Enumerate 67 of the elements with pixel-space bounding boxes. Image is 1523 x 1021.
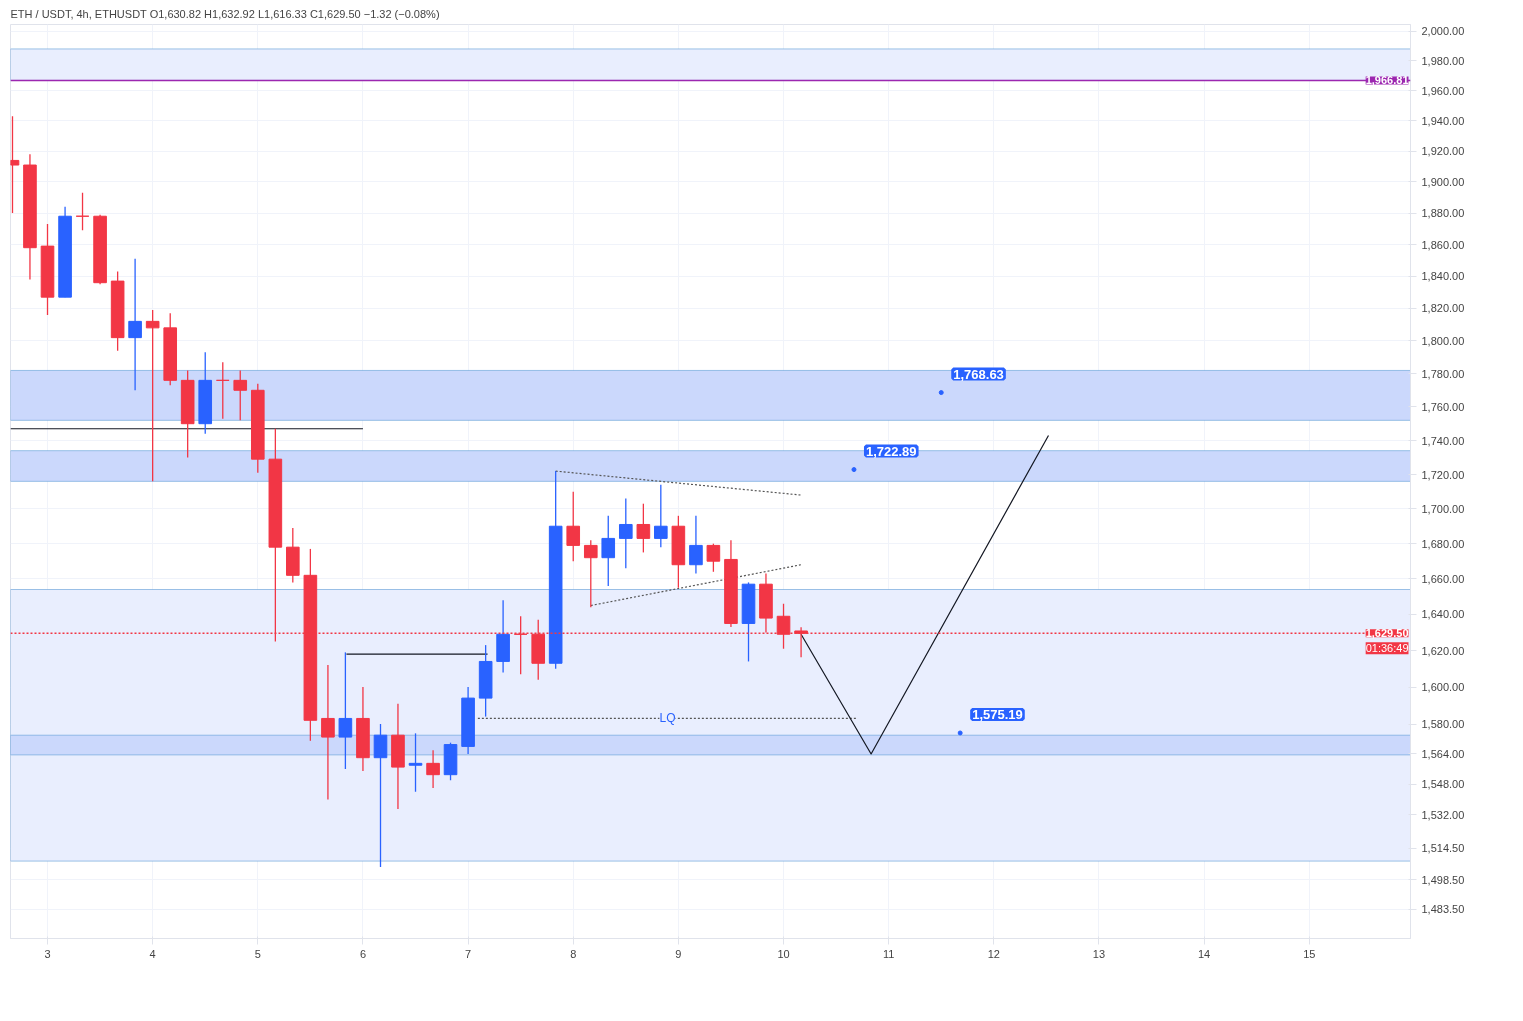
candlestick <box>215 361 230 420</box>
candlestick <box>619 497 633 569</box>
candlestick <box>128 258 142 391</box>
y-tick-label: 2,000.00 <box>1421 25 1465 38</box>
candlestick <box>408 732 423 793</box>
x-tick-label: 14 <box>1197 947 1211 960</box>
x-tick-label: 15 <box>1303 947 1316 960</box>
candlestick <box>426 749 440 789</box>
y-tick-label: 1,880.00 <box>1421 207 1465 220</box>
candlestick <box>145 309 160 482</box>
y-tick-label: 1,740.00 <box>1421 434 1465 447</box>
annotation: 1,575.19 <box>972 706 1023 722</box>
y-tick-label: 1,580.00 <box>1421 718 1465 731</box>
y-tick-label: 1,860.00 <box>1421 238 1465 251</box>
ref-line-label: 1,629.50 <box>1365 627 1409 640</box>
y-tick-label: 1,498.50 <box>1421 873 1465 886</box>
x-tick-label: 8 <box>570 947 577 960</box>
candlestick <box>689 515 703 575</box>
x-tick-label: 4 <box>149 947 156 960</box>
candlestick <box>583 539 598 608</box>
x-tick-label: 11 <box>882 947 895 960</box>
annotation: 1,768.63 <box>953 366 1004 382</box>
y-tick-label: 1,960.00 <box>1421 84 1465 97</box>
candlestick <box>373 723 388 868</box>
y-tick-label: 1,720.00 <box>1421 468 1465 481</box>
x-tick-label: 7 <box>465 947 472 960</box>
y-tick-label: 1,900.00 <box>1421 176 1465 188</box>
y-tick-label: 1,980.00 <box>1421 54 1465 67</box>
ref-line-label: 1,966.81 <box>1365 74 1409 87</box>
x-tick-label: 5 <box>254 947 261 960</box>
annotation: 01:36:49 <box>1365 642 1409 655</box>
x-tick-label: 3 <box>44 947 51 960</box>
y-tick-label: 1,548.00 <box>1421 778 1465 791</box>
y-tick-label: 1,532.00 <box>1421 808 1465 821</box>
y-tick-label: 1,840.00 <box>1421 270 1465 283</box>
series-label: LQ <box>659 711 676 726</box>
y-tick-label: 1,780.00 <box>1421 367 1465 380</box>
y-tick-label: 1,620.00 <box>1421 644 1465 657</box>
candlestick <box>338 651 353 770</box>
x-tick-label: 6 <box>359 947 367 960</box>
y-tick-label: 1,920.00 <box>1421 145 1465 158</box>
y-tick-label: 1,940.00 <box>1421 114 1465 127</box>
y-tick-label: 1,680.00 <box>1421 537 1465 550</box>
y-tick-label: 1,820.00 <box>1421 302 1465 315</box>
y-tick-label: 1,660.00 <box>1421 572 1465 585</box>
candlestick <box>321 664 335 801</box>
y-tick-label: 1,700.00 <box>1421 502 1465 515</box>
x-tick-label: 10 <box>777 947 790 960</box>
x-tick-label: 12 <box>987 947 1000 960</box>
candlestick <box>75 192 90 231</box>
candlestick <box>636 503 651 554</box>
candlestick <box>566 490 581 562</box>
y-tick-label: 1,514.50 <box>1421 842 1465 855</box>
candlestick <box>706 543 721 573</box>
x-tick-label: 13 <box>1092 947 1106 960</box>
annotation: 1,722.89 <box>865 443 917 459</box>
candlestick <box>233 369 248 421</box>
candlestick <box>601 515 616 587</box>
candlestick <box>654 484 668 548</box>
y-tick-label: 1,483.50 <box>1421 903 1465 916</box>
y-tick-label: 1,800.00 <box>1421 334 1465 347</box>
y-tick-label: 1,640.00 <box>1421 608 1465 621</box>
y-tick-label: 1,760.00 <box>1421 400 1465 413</box>
y-tick-label: 1,600.00 <box>1421 681 1465 694</box>
y-tick-label: 1,564.00 <box>1421 747 1465 760</box>
chart-title: ETH / USDT, 4h, ETHUSDT O1,630.82 H1,632.92 L1,616.33 C1,629.50 −1.32 (−0.08%) <box>10 7 440 20</box>
x-tick-label: 9 <box>675 947 682 960</box>
